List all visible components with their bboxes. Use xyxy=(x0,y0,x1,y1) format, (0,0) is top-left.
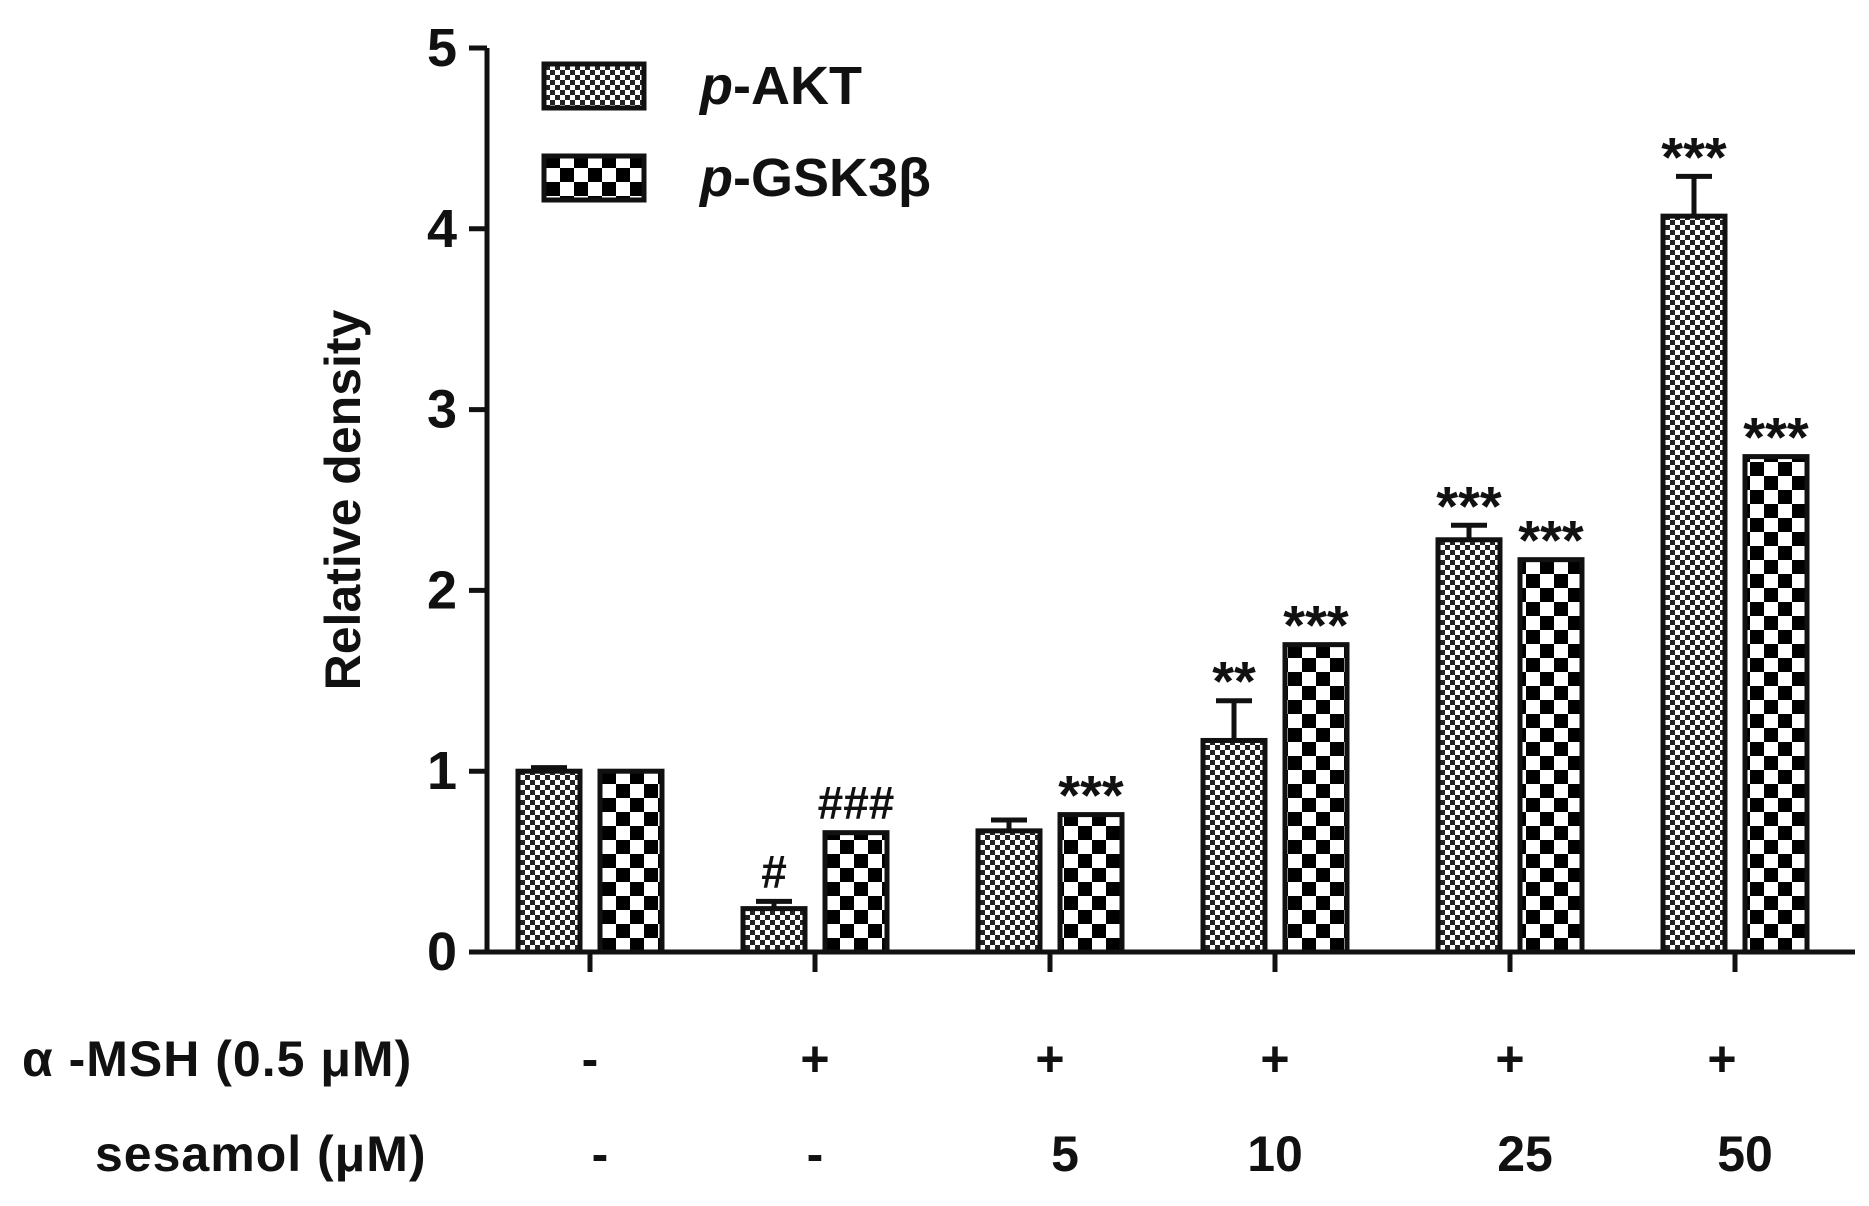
y-tick-label: 0 xyxy=(427,922,457,982)
bar-gsk3b-1 xyxy=(822,830,890,955)
legend-label: p-AKT xyxy=(698,56,862,116)
significance-label: *** xyxy=(1661,125,1727,188)
condition-value: + xyxy=(1707,1031,1737,1087)
bar-akt-5 xyxy=(1660,213,1728,955)
y-tick-label: 5 xyxy=(427,18,457,78)
legend-label: p-GSK3β xyxy=(698,148,931,208)
condition-value: - xyxy=(581,1031,599,1087)
bar-akt-0 xyxy=(515,768,583,955)
condition-value: + xyxy=(1495,1031,1525,1087)
condition-value: - xyxy=(806,1126,824,1182)
bar-gsk3b-4 xyxy=(1517,557,1585,955)
y-tick-label: 1 xyxy=(427,741,457,801)
condition-value: + xyxy=(1260,1031,1290,1087)
y-tick-label: 2 xyxy=(427,560,457,620)
bar-gsk3b-3 xyxy=(1282,642,1350,955)
bar-akt-3 xyxy=(1200,737,1268,955)
significance-label: *** xyxy=(1743,406,1809,469)
significance-label: *** xyxy=(1436,474,1502,537)
bar-akt-2 xyxy=(975,828,1043,955)
condition-value: + xyxy=(1035,1031,1065,1087)
condition-label: α -MSH (0.5 μM) xyxy=(22,1031,413,1087)
condition-value: - xyxy=(591,1126,609,1182)
legend: p-AKT p-GSK3β xyxy=(541,56,931,208)
y-tick-label: 4 xyxy=(427,199,457,259)
bar-akt-1 xyxy=(740,906,808,955)
legend-swatch xyxy=(541,153,647,203)
y-axis-label: Relative density xyxy=(315,309,371,690)
y-tick-label: 3 xyxy=(427,380,457,440)
significance-label: *** xyxy=(1058,764,1124,827)
bar-gsk3b-5 xyxy=(1742,454,1810,955)
significance-label: # xyxy=(761,845,787,897)
legend-swatch xyxy=(541,61,647,111)
bar-akt-4 xyxy=(1435,537,1503,955)
bar-gsk3b-0 xyxy=(597,768,665,955)
condition-value: 25 xyxy=(1497,1126,1553,1182)
condition-value: 50 xyxy=(1717,1126,1773,1182)
significance-label: ### xyxy=(818,777,895,829)
condition-label: sesamol (μM) xyxy=(95,1126,427,1182)
significance-label: ** xyxy=(1212,650,1256,713)
condition-value: 5 xyxy=(1051,1126,1079,1182)
condition-value: + xyxy=(800,1031,830,1087)
condition-value: 10 xyxy=(1247,1126,1303,1182)
significance-label: *** xyxy=(1283,594,1349,657)
bar-gsk3b-2 xyxy=(1057,812,1125,955)
significance-label: *** xyxy=(1518,509,1584,572)
